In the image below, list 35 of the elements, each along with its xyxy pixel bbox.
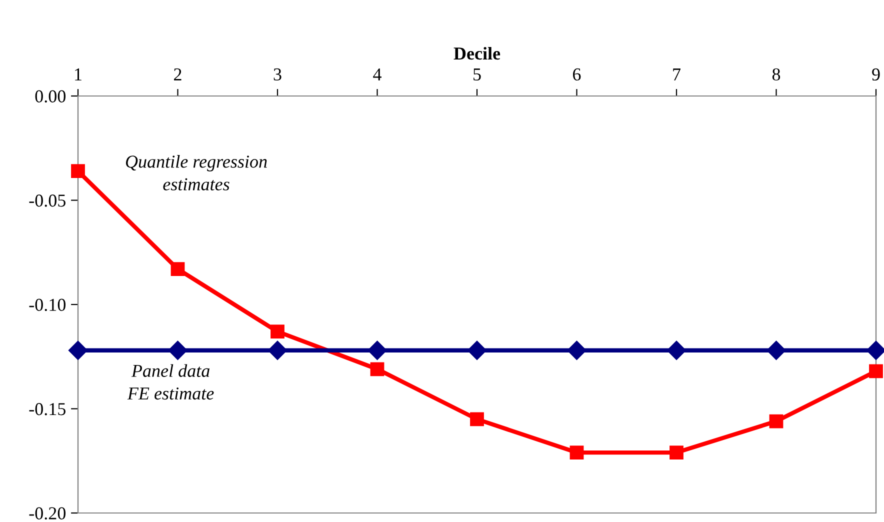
point bbox=[68, 340, 88, 360]
point bbox=[368, 340, 387, 360]
x-tick-label: 4 bbox=[373, 68, 382, 80]
point bbox=[769, 414, 784, 428]
y-tick-label: -0.05 bbox=[29, 194, 66, 207]
point bbox=[168, 340, 188, 360]
x-tick-label: 3 bbox=[274, 68, 282, 81]
x-tick-label: 1 bbox=[75, 68, 82, 80]
x-tick-label: 7 bbox=[673, 68, 680, 80]
x-tick-label: 6 bbox=[573, 68, 581, 81]
point bbox=[766, 340, 786, 360]
series-label: Quantile regression estimates bbox=[126, 155, 267, 190]
point bbox=[268, 340, 288, 360]
point bbox=[666, 340, 686, 360]
x-tick-label: 2 bbox=[174, 68, 182, 80]
point bbox=[71, 164, 85, 178]
y-tick-label: -0.10 bbox=[29, 298, 66, 312]
point bbox=[370, 362, 384, 376]
point bbox=[470, 412, 484, 426]
point bbox=[670, 446, 684, 460]
x-tick-label: 5 bbox=[474, 68, 481, 81]
point bbox=[869, 364, 883, 378]
point bbox=[170, 262, 185, 276]
series-label: Panel data FE estimate bbox=[127, 364, 214, 400]
x-tick-label: 9 bbox=[872, 68, 880, 81]
y-tick-label: -0.15 bbox=[29, 403, 66, 416]
point bbox=[467, 340, 487, 360]
y-tick-label: 0.00 bbox=[35, 90, 66, 103]
x-axis-title: Decile bbox=[454, 46, 500, 60]
point bbox=[866, 340, 884, 360]
x-tick-label: 8 bbox=[772, 68, 780, 81]
point bbox=[270, 324, 284, 339]
y-tick-label: -0.20 bbox=[29, 507, 66, 520]
point bbox=[567, 340, 586, 360]
point bbox=[570, 446, 584, 460]
